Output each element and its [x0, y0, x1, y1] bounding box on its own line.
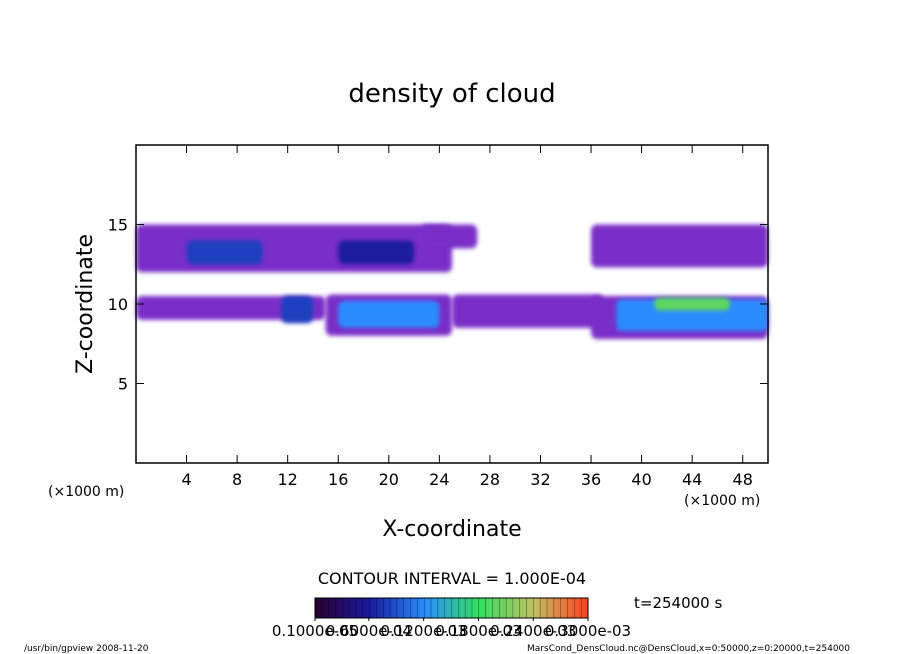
cloud-region — [338, 240, 415, 265]
x-tick-label: 20 — [379, 470, 399, 489]
x-tick-label: 16 — [328, 470, 348, 489]
cloud-region — [420, 224, 478, 249]
colorbar-tick-label: 0.1200e-03 — [381, 622, 467, 640]
x-axis-label: X-coordinate — [382, 517, 521, 542]
x-tick-label: 4 — [181, 470, 191, 489]
x-tick-label: 36 — [581, 470, 601, 489]
y-tick-label: 5 — [118, 375, 128, 394]
colorbar-tick-label: 0.2400e-03 — [490, 622, 576, 640]
cloud-region — [186, 240, 263, 265]
cloud-region — [136, 296, 326, 320]
time-label: t=254000 s — [634, 594, 722, 612]
colorbar-tick-label: 0.3000e-03 — [545, 622, 631, 640]
colorbar-tick-label: 0.6000e-04 — [326, 622, 412, 640]
cloud-region — [654, 297, 731, 311]
x-tick-label: 12 — [278, 470, 298, 489]
contour-interval: CONTOUR INTERVAL = 1.000E-04 — [318, 569, 586, 588]
colorbar-tick-label: 0.1800e-03 — [435, 622, 521, 640]
chart-title: density of cloud — [348, 79, 555, 109]
x-tick-label: 40 — [631, 470, 651, 489]
y-axis-label: Z-coordinate — [73, 234, 98, 374]
y-tick-label: 10 — [108, 295, 128, 314]
cloud-region — [452, 294, 604, 328]
cloud-region — [281, 296, 313, 324]
x-tick-label: 32 — [530, 470, 550, 489]
cloud-region — [338, 300, 440, 328]
plot-area — [136, 224, 768, 339]
cloud-region — [591, 224, 768, 268]
x-tick-label: 44 — [682, 470, 702, 489]
x-unit-label: (×1000 m) — [684, 493, 760, 509]
y-unit-label: (×1000 m) — [48, 484, 124, 500]
x-tick-label: 28 — [480, 470, 500, 489]
y-tick-label: 15 — [108, 216, 128, 235]
x-tick-label: 48 — [733, 470, 753, 489]
x-tick-label: 24 — [429, 470, 449, 489]
footer-left: /usr/bin/gpview 2008-11-20 — [24, 644, 149, 654]
footer-right: MarsCond_DensCloud.nc@DensCloud,x=0:5000… — [527, 644, 850, 654]
colorbar-tick-label: 0.1000e-05 — [272, 622, 358, 640]
x-tick-label: 8 — [232, 470, 242, 489]
cloud-region — [616, 299, 768, 332]
